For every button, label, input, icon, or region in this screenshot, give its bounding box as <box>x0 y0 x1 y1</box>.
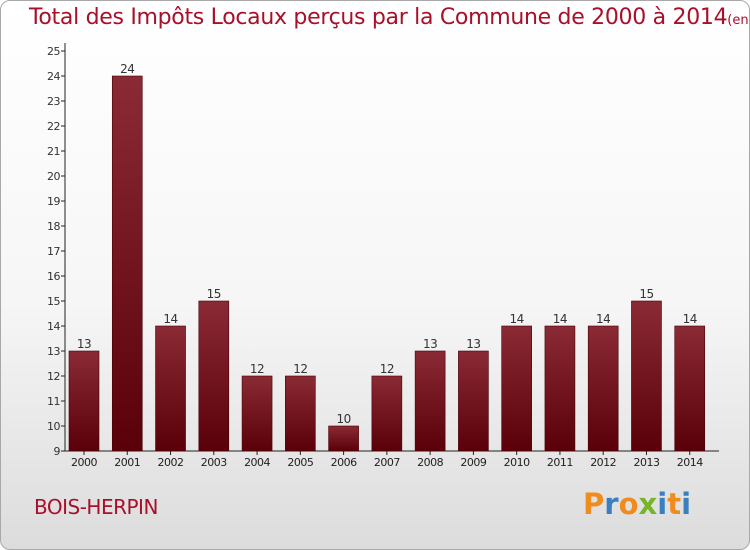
y-tick-label: 21 <box>47 145 60 158</box>
bar-2011 <box>544 325 576 452</box>
chart-labels: 2000 13 2001 24 2002 14 2003 15 2004 12 2005 12 2006… <box>71 62 704 469</box>
value-label-2014: 14 <box>683 312 697 326</box>
x-tick-label: 2007 <box>374 456 400 469</box>
value-label-2003: 15 <box>207 287 221 301</box>
value-label-2007: 12 <box>380 362 394 376</box>
bar-2007 <box>371 375 403 452</box>
x-tick-label: 2011 <box>547 456 573 469</box>
y-tick-label: 14 <box>47 320 60 333</box>
y-tick-label: 12 <box>47 370 60 383</box>
value-label-2010: 14 <box>510 312 524 326</box>
y-tick-label: 17 <box>47 245 60 258</box>
value-label-2012: 14 <box>596 312 610 326</box>
x-tick-label: 2014 <box>677 456 703 469</box>
y-tick-label: 11 <box>47 395 60 408</box>
y-tick-label: 19 <box>47 195 60 208</box>
bar-2004 <box>241 375 273 452</box>
x-tick-label: 2012 <box>590 456 616 469</box>
bar-2008 <box>414 350 446 452</box>
logo-letter: x <box>638 487 658 521</box>
bar-2006 <box>328 425 359 452</box>
value-label-2004: 12 <box>250 362 264 376</box>
y-tick-label: 20 <box>47 170 60 183</box>
logo-letter: t <box>667 487 682 521</box>
y-tick-label: 18 <box>47 220 60 233</box>
x-tick-label: 2003 <box>201 456 227 469</box>
proxiti-logo[interactable]: Proxiti <box>583 487 691 521</box>
y-tick-label: 23 <box>47 95 60 108</box>
bar-2014 <box>674 325 706 452</box>
y-tick-label: 9 <box>54 445 61 458</box>
value-label-2000: 13 <box>77 337 91 351</box>
value-label-2002: 14 <box>163 312 177 326</box>
x-tick-label: 2004 <box>244 456 270 469</box>
commune-name: BOIS-HERPIN <box>34 495 158 519</box>
chart-axes: 9 10 11 12 13 14 15 16 17 18 19 20 21 22 23 24 25 <box>47 43 719 458</box>
logo-letter: P <box>583 487 605 521</box>
y-tick-label: 15 <box>47 295 60 308</box>
y-tick-label: 22 <box>47 120 60 133</box>
x-tick-label: 2008 <box>417 456 443 469</box>
bar-2001 <box>111 75 143 452</box>
value-label-2006: 10 <box>336 412 350 426</box>
x-tick-label: 2006 <box>331 456 357 469</box>
y-tick-label: 24 <box>47 70 60 83</box>
value-label-2009: 13 <box>466 337 480 351</box>
y-tick-label: 25 <box>47 45 60 58</box>
chart-bars <box>68 75 706 452</box>
bar-2012 <box>587 325 619 452</box>
x-tick-label: 2000 <box>71 456 97 469</box>
logo-letter: i <box>681 487 692 521</box>
x-tick-label: 2013 <box>633 456 659 469</box>
value-label-2011: 14 <box>553 312 567 326</box>
logo-letter: o <box>618 487 639 521</box>
x-tick-label: 2009 <box>460 456 486 469</box>
chart-title-text: Total des Impôts Locaux perçus par la Co… <box>29 5 728 30</box>
y-tick-label: 10 <box>47 420 60 433</box>
value-label-2013: 15 <box>639 287 653 301</box>
y-tick-label: 13 <box>47 345 60 358</box>
value-label-2008: 13 <box>423 337 437 351</box>
x-tick-label: 2010 <box>504 456 530 469</box>
bar-2002 <box>155 325 186 452</box>
x-tick-label: 2005 <box>287 456 313 469</box>
bar-2013 <box>631 300 662 452</box>
chart-title: Total des Impôts Locaux perçus par la Co… <box>29 5 749 30</box>
logo-letter: i <box>657 487 668 521</box>
value-label-2005: 12 <box>293 362 307 376</box>
bar-2005 <box>285 375 316 452</box>
bar-2003 <box>198 300 230 452</box>
bar-2000 <box>68 350 100 452</box>
logo-letter: r <box>604 487 619 521</box>
x-tick-label: 2002 <box>158 456 184 469</box>
value-label-2001: 24 <box>120 62 134 76</box>
y-tick-label: 16 <box>47 270 60 283</box>
x-tick-label: 2001 <box>114 456 140 469</box>
bar-2010 <box>501 325 532 452</box>
chart-title-unit: (en milliers d'€) <box>727 13 749 28</box>
bar-2009 <box>458 350 489 452</box>
